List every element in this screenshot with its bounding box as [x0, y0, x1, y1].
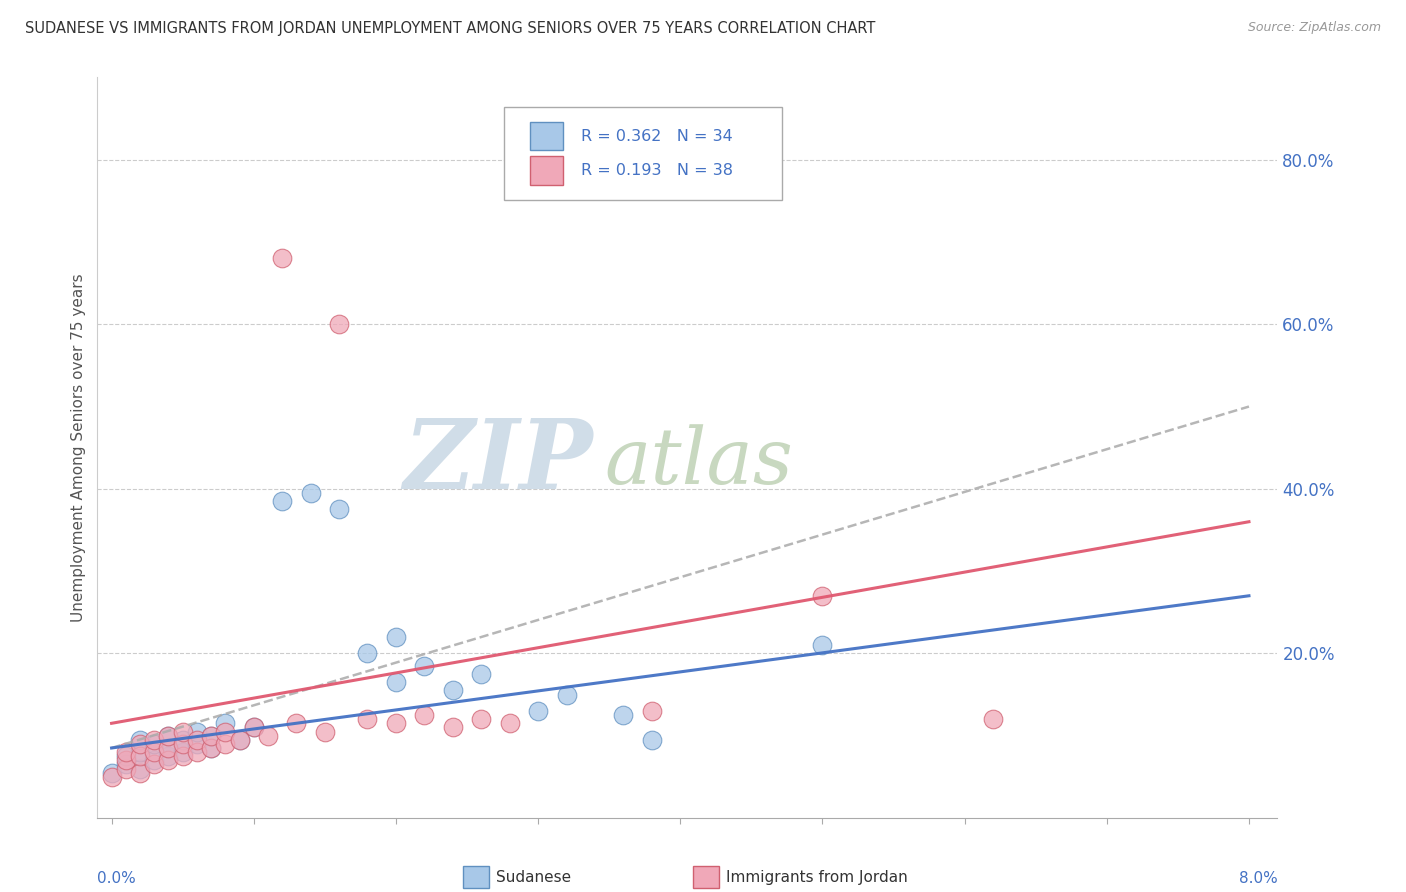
Point [214, 737, 236, 751]
Point [356, 646, 378, 660]
Point [129, 762, 152, 776]
Bar [530, 122, 564, 151]
Point [299, 486, 322, 500]
Point [172, 724, 194, 739]
Text: R = 0.362   N = 34: R = 0.362 N = 34 [581, 128, 733, 144]
Bar [530, 156, 564, 185]
Point [811, 589, 834, 603]
Point [413, 708, 436, 723]
Point [385, 675, 408, 690]
Point [157, 741, 180, 756]
Point [143, 745, 166, 759]
Point [811, 638, 834, 652]
Point [186, 732, 208, 747]
Point [129, 737, 152, 751]
Point [186, 737, 208, 751]
Point [157, 741, 180, 756]
Point [143, 732, 166, 747]
Point [186, 745, 208, 759]
Point [441, 720, 464, 734]
Point [157, 729, 180, 743]
Point [114, 762, 136, 776]
Text: Source: ZipAtlas.com: Source: ZipAtlas.com [1247, 21, 1381, 35]
Point [641, 732, 664, 747]
Point [271, 494, 294, 508]
Point [129, 732, 152, 747]
Point [172, 745, 194, 759]
Point [527, 704, 550, 718]
Point [242, 720, 264, 734]
Point [228, 732, 250, 747]
Bar [463, 866, 489, 888]
Point [157, 753, 180, 767]
Point [100, 765, 122, 780]
Point [129, 745, 152, 759]
Point [214, 724, 236, 739]
Point [285, 716, 308, 731]
Point [498, 716, 520, 731]
Point [555, 688, 578, 702]
Point [356, 712, 378, 726]
Text: atlas: atlas [605, 425, 793, 500]
Point [328, 318, 350, 332]
Point [114, 745, 136, 759]
Point [441, 683, 464, 698]
Point [200, 729, 222, 743]
Point [114, 749, 136, 764]
Point [470, 667, 492, 681]
Point [413, 658, 436, 673]
Point [143, 757, 166, 772]
Text: SUDANESE VS IMMIGRANTS FROM JORDAN UNEMPLOYMENT AMONG SENIORS OVER 75 YEARS CORR: SUDANESE VS IMMIGRANTS FROM JORDAN UNEMP… [25, 21, 876, 37]
Point [157, 749, 180, 764]
Point [228, 732, 250, 747]
Y-axis label: Unemployment Among Seniors over 75 years: Unemployment Among Seniors over 75 years [72, 273, 86, 622]
Point [612, 708, 634, 723]
Point [143, 737, 166, 751]
Point [470, 712, 492, 726]
Point [271, 252, 294, 266]
Text: R = 0.193   N = 38: R = 0.193 N = 38 [581, 163, 733, 178]
Point [981, 712, 1004, 726]
Point [214, 716, 236, 731]
Point [314, 724, 336, 739]
Text: 0.0%: 0.0% [97, 871, 136, 887]
Point [385, 716, 408, 731]
Point [100, 770, 122, 784]
Text: 8.0%: 8.0% [1239, 871, 1278, 887]
Bar [693, 866, 720, 888]
Text: Sudanese: Sudanese [496, 870, 571, 885]
Point [385, 630, 408, 644]
Point [172, 737, 194, 751]
Point [143, 753, 166, 767]
Point [200, 729, 222, 743]
Point [641, 704, 664, 718]
Point [172, 732, 194, 747]
Text: ZIP: ZIP [404, 416, 593, 509]
Point [129, 765, 152, 780]
Point [242, 720, 264, 734]
Point [157, 729, 180, 743]
Point [114, 753, 136, 767]
Point [186, 724, 208, 739]
Point [200, 741, 222, 756]
Point [172, 749, 194, 764]
Point [328, 502, 350, 516]
FancyBboxPatch shape [505, 107, 782, 200]
Point [114, 757, 136, 772]
Point [129, 749, 152, 764]
Point [257, 729, 280, 743]
Point [200, 741, 222, 756]
Text: Immigrants from Jordan: Immigrants from Jordan [727, 870, 908, 885]
